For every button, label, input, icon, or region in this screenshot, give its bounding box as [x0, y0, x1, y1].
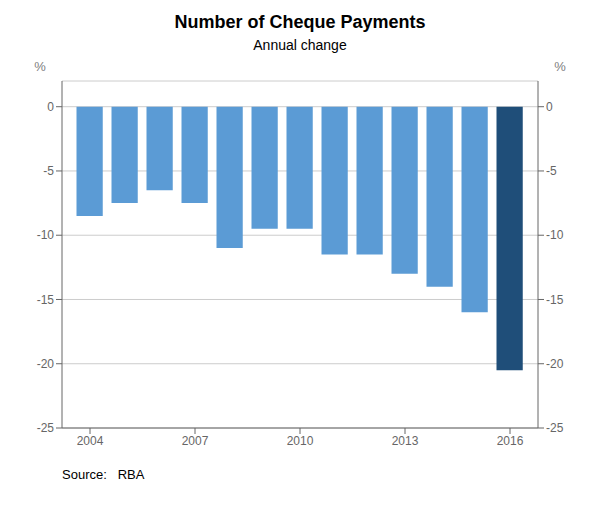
svg-text:2013: 2013	[392, 434, 419, 448]
svg-text:-10: -10	[37, 228, 55, 242]
svg-text:0: 0	[47, 100, 54, 114]
svg-text:-20: -20	[546, 357, 564, 371]
html-text:Source: RBA: Source: RBA	[62, 467, 145, 482]
svg-text:%: %	[34, 59, 46, 74]
svg-text:-20: -20	[37, 357, 55, 371]
svg-text:2016: 2016	[497, 434, 524, 448]
svg-text:-15: -15	[37, 293, 55, 307]
svg-text:-5: -5	[546, 164, 557, 178]
svg-text:-5: -5	[43, 164, 54, 178]
svg-text:-25: -25	[546, 421, 564, 435]
html-text:Annual change: Annual change	[253, 37, 347, 53]
svg-text:2004: 2004	[77, 434, 104, 448]
svg-text:-25: -25	[37, 421, 55, 435]
svg-text:-15: -15	[546, 293, 564, 307]
svg-text:2010: 2010	[287, 434, 314, 448]
svg-text:%: %	[554, 59, 566, 74]
html-text:Number of Cheque Payments: Number of Cheque Payments	[174, 12, 426, 32]
svg-text:-10: -10	[546, 228, 564, 242]
svg-text:0: 0	[546, 100, 553, 114]
svg-text:2007: 2007	[182, 434, 209, 448]
